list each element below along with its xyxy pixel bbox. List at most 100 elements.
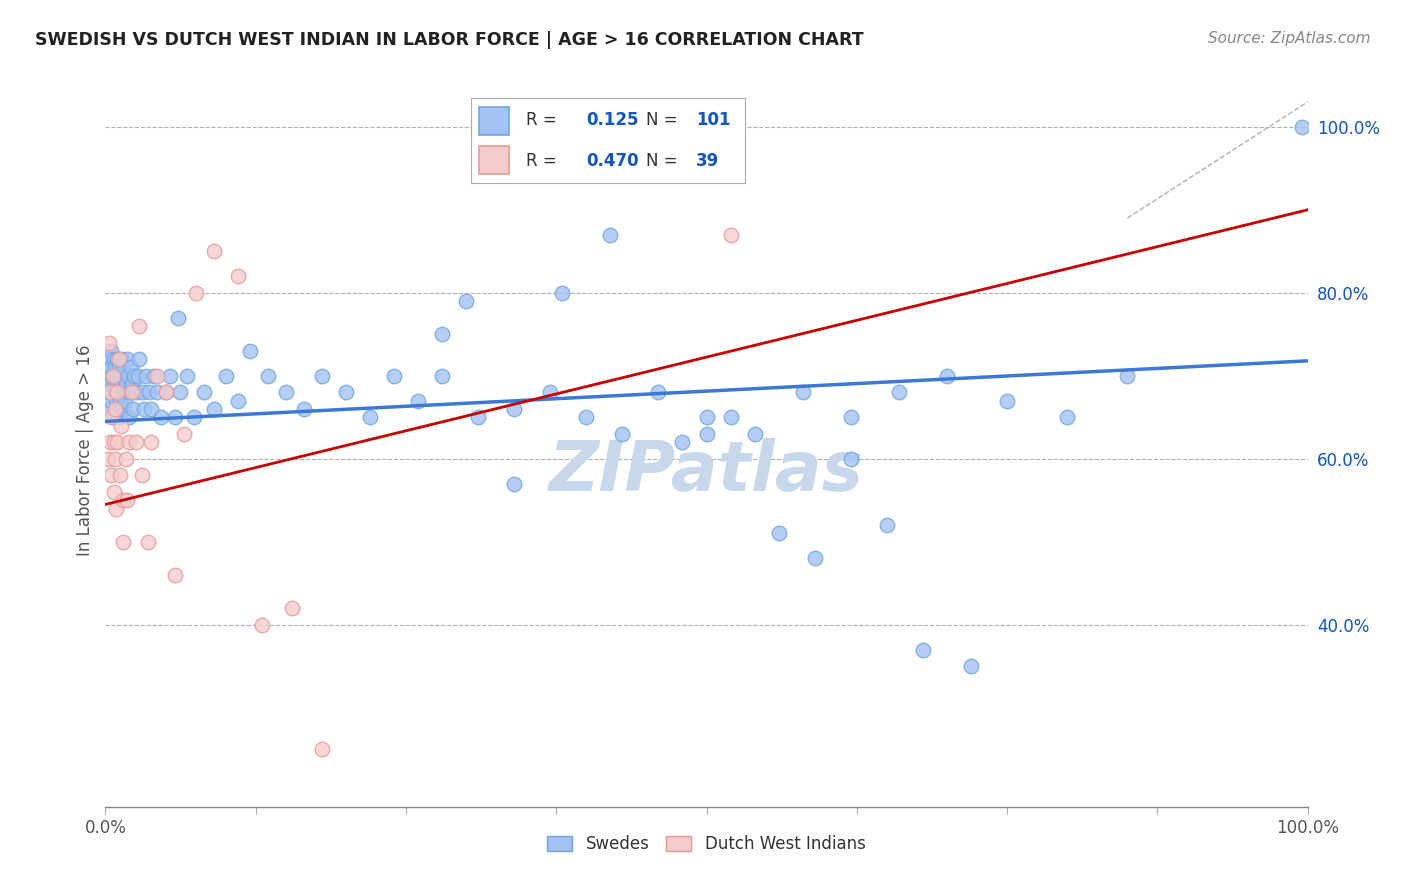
Point <box>100 468 122 483</box>
Point <box>226 269 249 284</box>
Point <box>103 485 125 500</box>
Point <box>239 343 262 358</box>
Point <box>127 368 149 383</box>
Point <box>104 385 127 400</box>
Point <box>100 343 122 358</box>
Point <box>107 435 129 450</box>
Point <box>121 385 143 400</box>
Legend: Swedes, Dutch West Indians: Swedes, Dutch West Indians <box>541 829 872 860</box>
Point <box>124 385 146 400</box>
Point <box>146 385 169 400</box>
Text: N =: N = <box>647 112 678 129</box>
Point <box>97 451 120 466</box>
Point <box>98 435 121 450</box>
Point <box>103 435 125 450</box>
Point <box>696 426 718 441</box>
Point <box>803 551 825 566</box>
Point <box>101 368 124 383</box>
Point <box>995 393 1018 408</box>
Text: Source: ZipAtlas.com: Source: ZipAtlas.com <box>1208 31 1371 46</box>
Point <box>184 285 207 300</box>
Point <box>124 435 146 450</box>
Point <box>612 426 634 441</box>
Point <box>118 385 141 400</box>
Point <box>382 368 405 383</box>
Point <box>960 659 983 673</box>
Text: N =: N = <box>647 152 678 169</box>
Point <box>131 468 153 483</box>
Point <box>107 385 129 400</box>
Point <box>114 393 136 408</box>
Point <box>281 601 304 615</box>
Point <box>115 352 138 367</box>
Point <box>467 410 489 425</box>
Point <box>430 368 453 383</box>
Point <box>107 352 129 367</box>
Point <box>98 335 121 350</box>
Point <box>226 393 249 408</box>
Point <box>108 468 131 483</box>
Point <box>720 227 742 242</box>
Point <box>98 368 121 383</box>
Point <box>132 401 155 416</box>
Point <box>112 385 135 400</box>
Point <box>101 368 124 383</box>
Point <box>138 385 160 400</box>
Point <box>149 410 172 425</box>
Text: R =: R = <box>526 152 557 169</box>
FancyBboxPatch shape <box>479 146 509 175</box>
Point <box>107 377 129 392</box>
Point <box>104 360 127 375</box>
Point <box>1291 120 1313 134</box>
Text: 0.125: 0.125 <box>586 112 638 129</box>
Point <box>103 377 125 392</box>
Point <box>1116 368 1139 383</box>
Point <box>107 360 129 375</box>
Point <box>107 352 129 367</box>
Point <box>155 385 177 400</box>
Point <box>202 244 225 259</box>
Point <box>100 393 122 408</box>
Point <box>115 377 138 392</box>
Point <box>647 385 669 400</box>
Point <box>135 368 157 383</box>
Point <box>128 352 150 367</box>
Point <box>104 401 127 416</box>
Point <box>250 617 273 632</box>
Point <box>100 410 122 425</box>
Point <box>311 368 333 383</box>
Point <box>256 368 278 383</box>
Point <box>768 526 790 541</box>
Point <box>111 401 134 416</box>
Y-axis label: In Labor Force | Age > 16: In Labor Force | Age > 16 <box>76 344 94 557</box>
Point <box>139 401 162 416</box>
Point <box>155 385 177 400</box>
Point <box>118 410 141 425</box>
Point <box>107 385 129 400</box>
Point <box>131 385 153 400</box>
Point <box>183 410 205 425</box>
Point <box>696 410 718 425</box>
Point <box>120 360 142 375</box>
FancyBboxPatch shape <box>479 107 509 135</box>
Point <box>139 435 162 450</box>
Point <box>104 451 127 466</box>
Point <box>454 294 477 309</box>
Point <box>936 368 959 383</box>
Point <box>110 377 132 392</box>
Point <box>105 501 128 516</box>
Point <box>165 568 187 582</box>
Point <box>112 534 135 549</box>
Text: ZIPatlas: ZIPatlas <box>548 438 865 506</box>
Point <box>173 426 195 441</box>
Point <box>911 642 934 657</box>
Point <box>599 227 621 242</box>
Point <box>274 385 297 400</box>
Point <box>115 451 138 466</box>
Point <box>124 368 146 383</box>
Point <box>105 393 128 408</box>
Point <box>165 410 187 425</box>
Point <box>121 377 143 392</box>
Point <box>98 352 121 367</box>
Point <box>292 401 315 416</box>
